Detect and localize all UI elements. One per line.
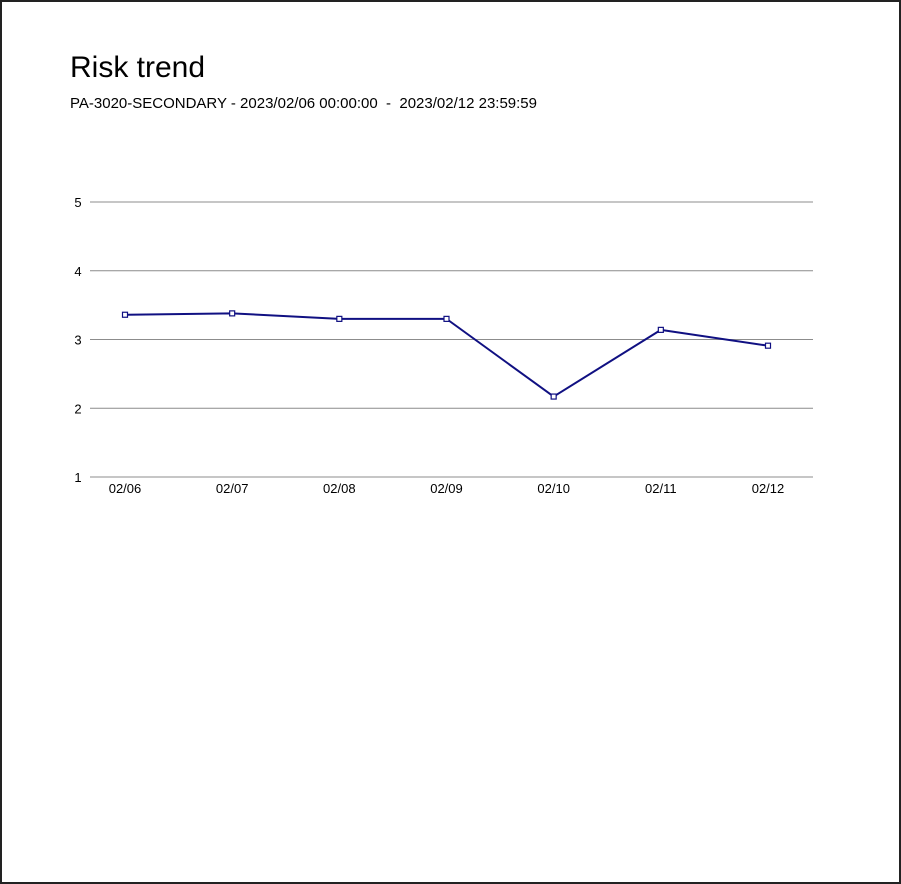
series-line [124, 312, 769, 398]
chart-title: Risk trend [70, 51, 206, 84]
x-axis-tick-labels: 02/06 02/07 02/08 02/09 02/10 02/11 02/12 [109, 481, 785, 496]
series-risk [121, 310, 772, 400]
data-point [229, 310, 236, 317]
data-point [550, 393, 557, 400]
y-tick-label: 3 [74, 333, 81, 348]
chart-subtitle: PA-3020-SECONDARY - 2023/02/06 00:00:00 … [70, 95, 537, 112]
data-point [657, 326, 664, 333]
x-tick-label: 02/09 [430, 481, 463, 496]
x-tick-label: 02/06 [109, 481, 142, 496]
x-tick-label: 02/10 [537, 481, 570, 496]
x-tick-label: 02/07 [216, 481, 249, 496]
y-tick-label: 1 [74, 470, 81, 485]
data-point [764, 342, 772, 349]
data-point [336, 315, 343, 322]
y-tick-label: 4 [74, 264, 81, 279]
x-tick-label: 02/08 [323, 481, 356, 496]
x-tick-label: 02/12 [752, 481, 785, 496]
data-point [121, 311, 129, 318]
y-axis-tick-labels: 1 2 3 4 5 [74, 195, 81, 485]
gridlines [90, 201, 813, 478]
y-tick-label: 2 [74, 401, 81, 416]
x-tick-label: 02/11 [645, 481, 677, 496]
y-tick-label: 5 [74, 195, 81, 210]
data-point [443, 315, 450, 322]
